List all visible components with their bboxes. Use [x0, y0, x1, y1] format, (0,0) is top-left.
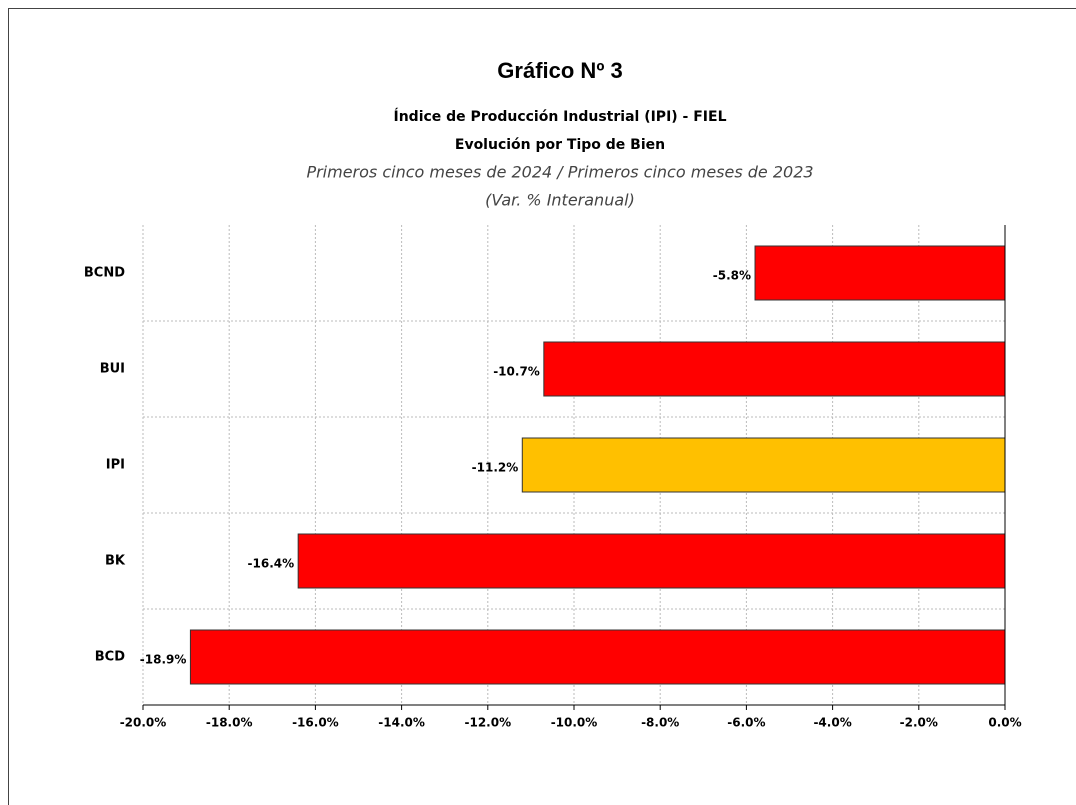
subtitle: (Var. % Interanual) [485, 191, 635, 210]
x-tick-label: -16.0% [292, 716, 339, 730]
bar [189, 629, 1006, 685]
y-tick-label: BK [105, 554, 126, 569]
x-tick-label: -12.0% [464, 716, 511, 730]
x-tick-label: -2.0% [900, 716, 938, 730]
subtitle: Índice de Producción Industrial (IPI) - … [394, 108, 727, 125]
x-tick-label: -18.0% [206, 716, 253, 730]
value-label: -18.9% [140, 653, 187, 667]
x-tick-label: -10.0% [551, 716, 598, 730]
chart-title: Gráfico Nº 3 [497, 58, 622, 83]
value-label: -16.4% [248, 557, 295, 571]
y-tick-label: BCND [84, 266, 125, 281]
bar [754, 245, 1006, 301]
value-label: -11.2% [472, 461, 519, 475]
frame [8, 8, 1076, 805]
x-tick-label: 0.0% [988, 716, 1021, 730]
x-tick-label: -6.0% [727, 716, 765, 730]
x-tick-label: -4.0% [813, 716, 851, 730]
subtitle: Primeros cinco meses de 2024 / Primeros … [306, 163, 813, 182]
y-tick-label: BCD [95, 650, 125, 665]
bar [521, 437, 1006, 493]
bar [297, 533, 1006, 589]
y-tick-label: BUI [100, 362, 125, 377]
x-tick-label: -14.0% [378, 716, 425, 730]
value-label: -5.8% [713, 269, 751, 283]
subtitle: Evolución por Tipo de Bien [455, 137, 665, 153]
x-tick-label: -8.0% [641, 716, 679, 730]
y-tick-label: IPI [106, 458, 125, 473]
value-label: -10.7% [493, 365, 540, 379]
x-tick-label: -20.0% [120, 716, 167, 730]
bar [543, 341, 1006, 397]
